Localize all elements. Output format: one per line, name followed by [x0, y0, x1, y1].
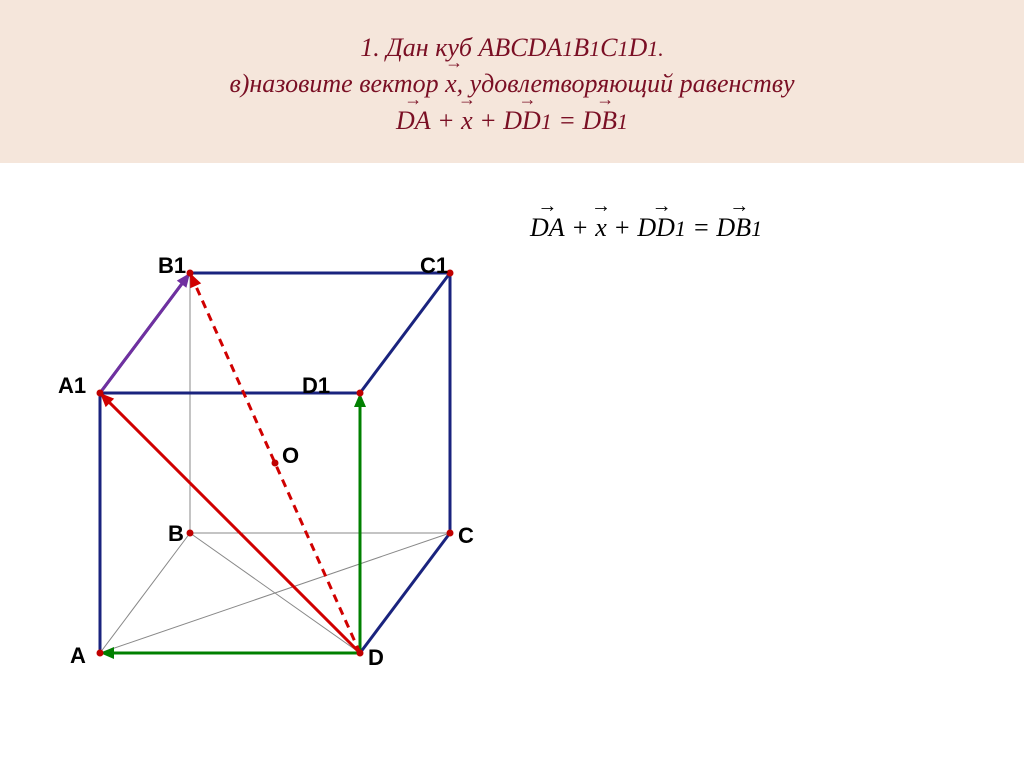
equation-display: DA + x + DD1 = DB1 [520, 183, 1014, 703]
t: + [431, 106, 462, 135]
label-O: O [282, 443, 299, 469]
s: 1. [647, 36, 664, 61]
t: = [686, 213, 717, 242]
label-B1: B1 [158, 253, 186, 279]
label-A1: A1 [58, 373, 86, 399]
t: B [573, 33, 589, 62]
label-C: C [458, 523, 474, 549]
t: удовлетворяющий равенству [463, 69, 794, 98]
vector-x: x [595, 213, 607, 243]
label-D1: D1 [302, 373, 330, 399]
vector-x: x [461, 103, 473, 139]
vector-DB1: DB1 [716, 213, 762, 243]
header-line1: 1. Дан куб ABCDA1B1C1D1. [20, 30, 1004, 66]
s: 1 [589, 36, 600, 61]
vector-DD1: DD1 [637, 213, 686, 243]
t: + [473, 106, 504, 135]
vector-DD1: DD1 [503, 103, 552, 139]
header-line3: DA + x + DD1 = DB1 [20, 103, 1004, 139]
header-line2: в)назовите вектор x, удовлетворяющий рав… [20, 66, 1004, 102]
main-area: A D C B A1 D1 C1 B1 O DA + x + DD1 = DB1 [0, 163, 1024, 723]
label-C1: C1 [420, 253, 448, 279]
t: + [607, 213, 638, 242]
s: 1 [562, 36, 573, 61]
label-D: D [368, 645, 384, 671]
t: C [600, 33, 617, 62]
label-A: A [70, 643, 86, 669]
vector-DA: DA [530, 213, 565, 243]
t: D [628, 33, 647, 62]
s: 1 [617, 36, 628, 61]
vector-DA: DA [396, 103, 431, 139]
label-B: B [168, 521, 184, 547]
problem-header: 1. Дан куб ABCDA1B1C1D1. в)назовите вект… [0, 0, 1024, 163]
cube-diagram: A D C B A1 D1 C1 B1 O [10, 183, 520, 703]
t: = [552, 106, 583, 135]
vector-DB1: DB1 [582, 103, 628, 139]
